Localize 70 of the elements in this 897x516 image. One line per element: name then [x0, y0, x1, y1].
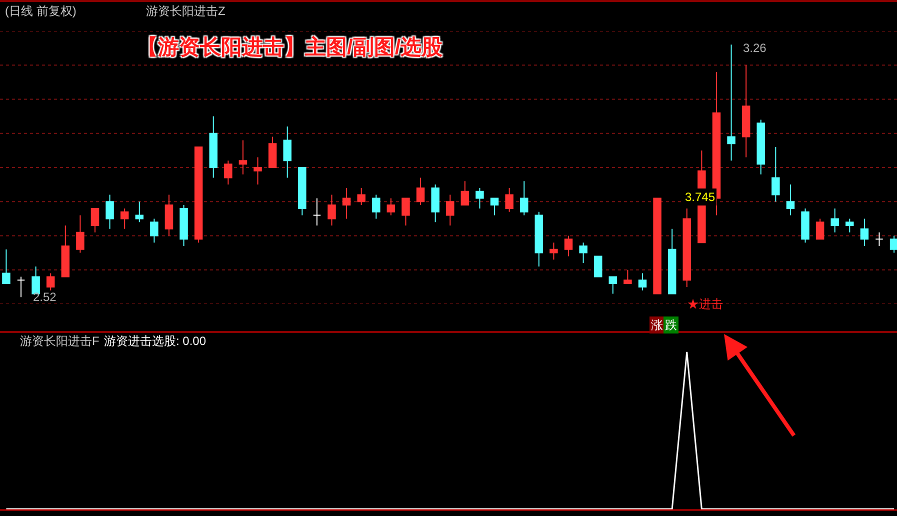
candlestick [298, 167, 306, 216]
candlestick [328, 194, 336, 226]
chart-title: 游资长阳进击F [20, 334, 100, 348]
candlestick [446, 194, 454, 226]
text: 涨 [651, 318, 663, 332]
candlestick [46, 272, 55, 291]
candlestick [76, 214, 84, 254]
candlestick [135, 201, 144, 223]
candlestick [32, 266, 40, 294]
text: (日线 前复权) [5, 4, 76, 18]
candlestick [238, 140, 248, 175]
candlestick [668, 228, 676, 294]
candlestick [786, 184, 795, 216]
candlestick [682, 208, 692, 288]
candlestick [772, 146, 780, 202]
candlestick [490, 198, 499, 216]
candlestick [106, 194, 114, 230]
candlestick [653, 198, 662, 294]
candlestick [550, 242, 558, 260]
candlestick [742, 64, 750, 158]
candlestick [727, 44, 736, 162]
candlestick [830, 208, 839, 233]
candlestick [476, 187, 484, 209]
candlestick [860, 218, 869, 246]
candlestick [224, 160, 232, 186]
candlestick [431, 184, 440, 223]
candlestick [416, 177, 425, 206]
annotation: 3.745 [685, 190, 716, 204]
candlestick [254, 156, 262, 186]
candlestick [312, 198, 322, 226]
candlestick [209, 116, 218, 178]
chart-title: 【游资长阳进击】主图/副图/选股 [137, 35, 444, 59]
candlestick [801, 208, 810, 244]
candlestick [342, 187, 351, 220]
text: 游资长阳进击Z [146, 4, 226, 18]
candlestick [579, 242, 588, 264]
candlestick [816, 218, 824, 240]
candlestick [756, 119, 765, 175]
candlestick [357, 187, 366, 206]
candlestick [61, 225, 70, 278]
candlestick [16, 276, 26, 298]
candlestick [372, 194, 380, 220]
candlestick [846, 218, 854, 233]
annotation: ★进击 [687, 297, 723, 311]
candlestick [194, 146, 203, 244]
candlestick [624, 269, 632, 284]
candlestick [460, 180, 470, 206]
candlestick [875, 232, 884, 246]
text: 跌 [665, 318, 677, 332]
candlestick [268, 136, 277, 168]
candlestick [164, 194, 174, 236]
candlestick [505, 187, 514, 212]
candlestick [386, 198, 396, 216]
candlestick [120, 208, 129, 230]
candlestick [283, 126, 292, 178]
candlestick [638, 272, 647, 291]
candlestick [534, 211, 544, 267]
text: 游资进击选股: 0.00 [104, 334, 206, 348]
annotation: 3.26 [743, 41, 767, 55]
candlestick [608, 276, 618, 294]
annotation: 2.52 [33, 290, 57, 304]
candlestick [150, 218, 158, 244]
candlestick [180, 204, 188, 246]
candlestick [890, 235, 897, 254]
candlestick [594, 256, 602, 278]
candlestick [2, 248, 10, 284]
candlestick [90, 208, 100, 233]
candlestick [402, 198, 410, 226]
candlestick [520, 180, 528, 216]
candlestick [564, 235, 573, 257]
